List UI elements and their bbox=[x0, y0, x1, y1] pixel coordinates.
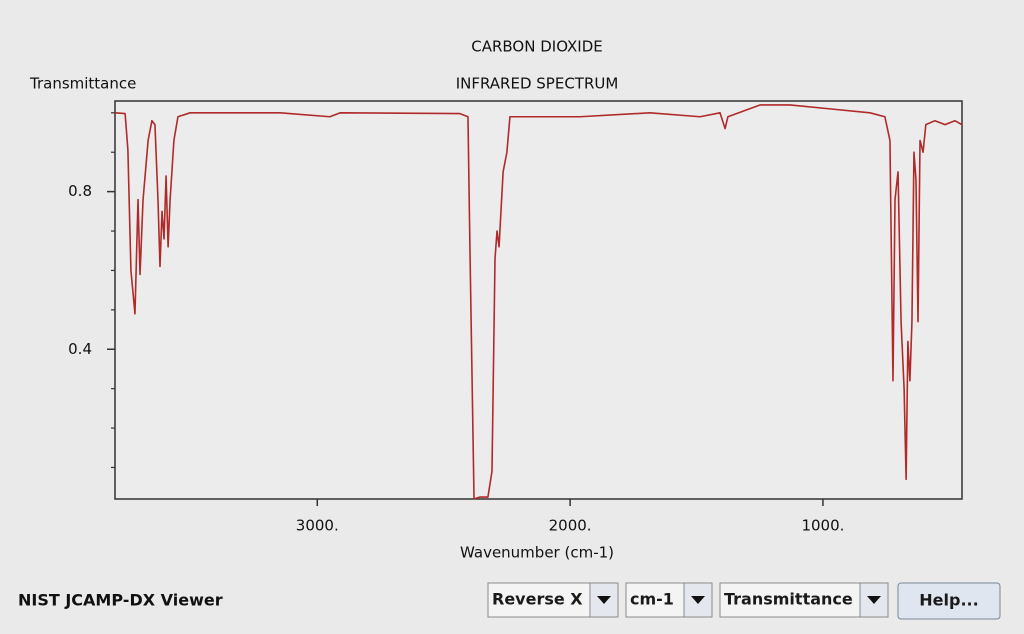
dropdown-arrow[interactable] bbox=[597, 596, 611, 604]
x-tick-label: 3000. bbox=[296, 517, 339, 535]
x-axis-label: Wavenumber (cm-1) bbox=[460, 544, 614, 562]
help-button[interactable] bbox=[897, 582, 1001, 620]
chart-title: CARBON DIOXIDE bbox=[471, 38, 603, 56]
app-name: NIST JCAMP-DX Viewer bbox=[18, 591, 223, 610]
dropdown-label[interactable]: Reverse X bbox=[492, 590, 583, 609]
plot-area bbox=[114, 100, 963, 500]
x-tick-label: 2000. bbox=[549, 517, 592, 535]
help-button-label[interactable]: Help... bbox=[919, 591, 978, 610]
chart-subtitle: INFRARED SPECTRUM bbox=[456, 75, 619, 93]
y-tick-label: 0.4 bbox=[68, 340, 92, 358]
dropdown-label[interactable]: Transmittance bbox=[724, 590, 853, 609]
spectrum-line bbox=[114, 104, 963, 500]
dropdown-arrow[interactable] bbox=[867, 596, 881, 604]
y-axis-label: Transmittance bbox=[29, 75, 136, 93]
x-tick-label: 1000. bbox=[801, 517, 844, 535]
dropdown[interactable] bbox=[719, 582, 861, 618]
y-tick-label: 0.8 bbox=[68, 182, 92, 200]
dropdown-arrow[interactable] bbox=[691, 596, 705, 604]
dropdown-label[interactable]: cm-1 bbox=[630, 590, 674, 609]
dropdown[interactable] bbox=[487, 582, 591, 618]
